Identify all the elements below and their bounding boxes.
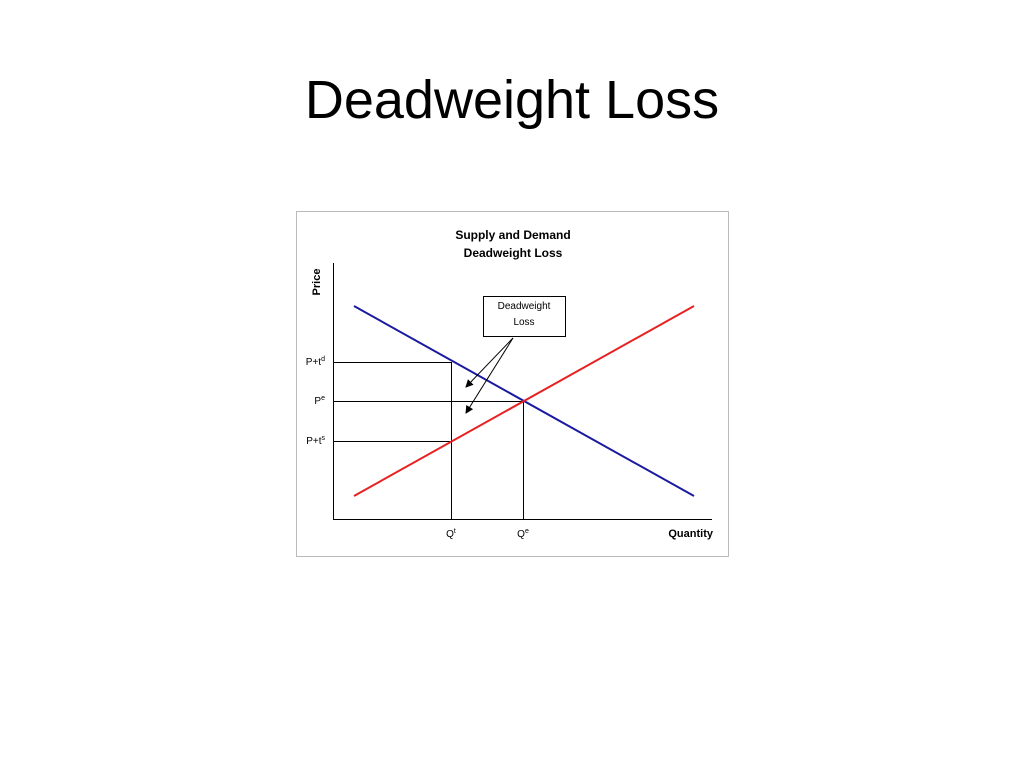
quantity-label: Qe [517, 528, 529, 540]
price-label-base: P+t [306, 436, 322, 447]
price-label-sup: e [321, 395, 325, 402]
quantity-label: Qt [446, 528, 456, 540]
diagram-frame [296, 211, 729, 557]
quantity-label-sup: e [525, 528, 529, 535]
diagram-title: Deadweight Loss [464, 246, 563, 260]
callout-box [483, 296, 566, 337]
price-label-base: P [314, 396, 321, 407]
x-axis-label: Quantity [668, 528, 713, 540]
callout-arrow [465, 337, 514, 388]
quantity-label-base: Q [517, 529, 525, 540]
price-label: Pe [314, 395, 325, 407]
slide-title: Deadweight Loss [305, 70, 719, 130]
price-label-sup: d [321, 356, 325, 363]
quantity-label-base: Q [446, 529, 454, 540]
callout-arrow [465, 337, 514, 414]
price-label: P+td [306, 356, 325, 368]
price-label-sup: s [322, 435, 326, 442]
supply-curve [353, 305, 695, 497]
callout-text: Loss [513, 317, 534, 328]
callout-text: Deadweight [498, 301, 551, 312]
quantity-label-sup: t [454, 528, 456, 535]
price-label: P+ts [306, 435, 325, 447]
y-axis-label: Price [311, 269, 323, 296]
price-label-base: P+t [306, 357, 322, 368]
diagram-title: Supply and Demand [455, 228, 570, 242]
